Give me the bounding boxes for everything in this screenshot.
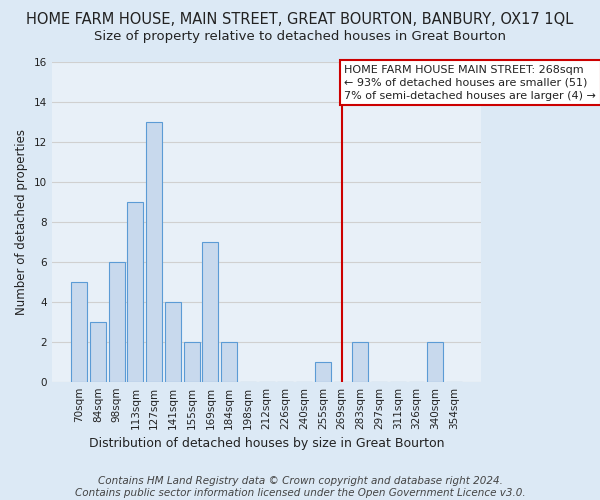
Bar xyxy=(184,342,200,382)
Bar xyxy=(221,342,237,382)
Bar xyxy=(315,362,331,382)
Bar xyxy=(109,262,125,382)
Text: HOME FARM HOUSE, MAIN STREET, GREAT BOURTON, BANBURY, OX17 1QL: HOME FARM HOUSE, MAIN STREET, GREAT BOUR… xyxy=(26,12,574,28)
Bar xyxy=(146,122,162,382)
Bar xyxy=(165,302,181,382)
Bar xyxy=(90,322,106,382)
Text: Contains HM Land Registry data © Crown copyright and database right 2024.
Contai: Contains HM Land Registry data © Crown c… xyxy=(74,476,526,498)
X-axis label: Distribution of detached houses by size in Great Bourton: Distribution of detached houses by size … xyxy=(89,437,445,450)
Bar xyxy=(71,282,87,382)
Text: Size of property relative to detached houses in Great Bourton: Size of property relative to detached ho… xyxy=(94,30,506,43)
Text: HOME FARM HOUSE MAIN STREET: 268sqm
← 93% of detached houses are smaller (51)
7%: HOME FARM HOUSE MAIN STREET: 268sqm ← 93… xyxy=(344,64,596,101)
Bar xyxy=(202,242,218,382)
Bar xyxy=(127,202,143,382)
Bar xyxy=(427,342,443,382)
Y-axis label: Number of detached properties: Number of detached properties xyxy=(15,128,28,314)
Bar xyxy=(352,342,368,382)
